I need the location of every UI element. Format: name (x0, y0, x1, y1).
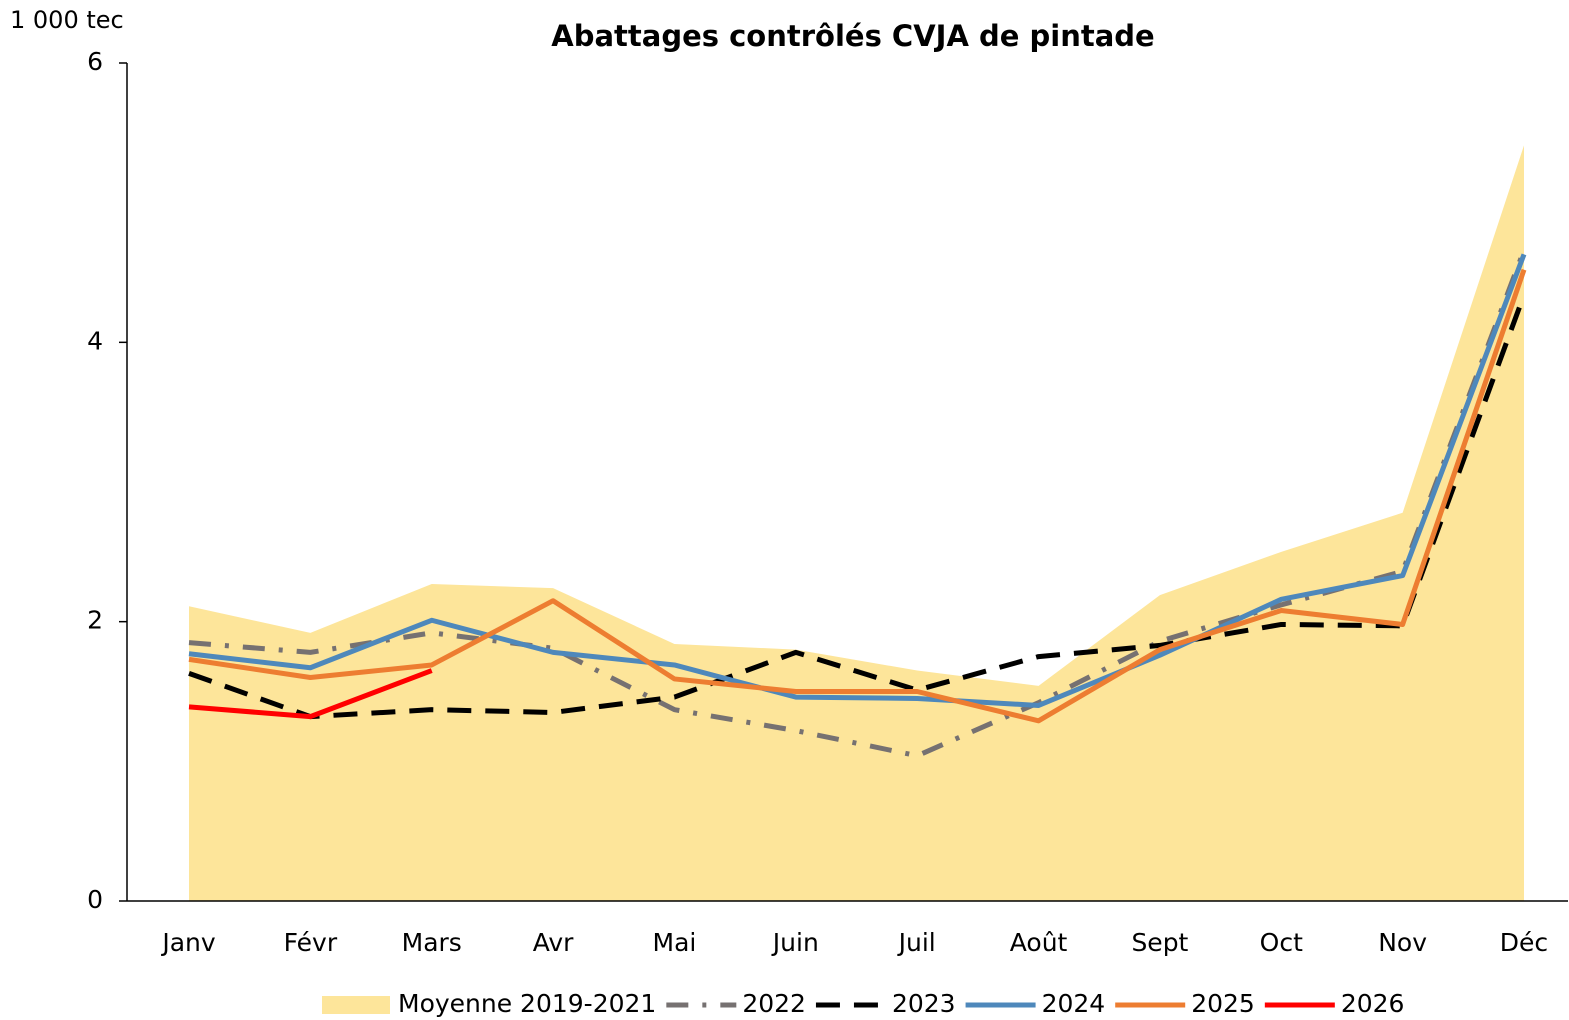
line (188, 253, 1527, 708)
x-tick-label: Août (1010, 928, 1068, 957)
legend-label: 2025 (1191, 989, 1255, 1018)
x-tick-label: Juin (771, 928, 819, 957)
legend-label: 2024 (1042, 989, 1106, 1018)
line (188, 249, 1527, 759)
y-tick-label: 2 (87, 606, 103, 635)
x-tick-label: Oct (1260, 928, 1303, 957)
x-tick-label: Mai (653, 928, 697, 957)
legend-swatch (322, 996, 390, 1014)
y-unit-label: 1 000 tec (10, 6, 124, 34)
x-tick-label: Févr (284, 928, 338, 957)
x-tick-label: Nov (1378, 928, 1427, 957)
line (188, 268, 1527, 724)
x-tick-label: Mars (402, 928, 462, 957)
line (188, 293, 1527, 720)
y-tick-label: 4 (87, 326, 103, 355)
legend-label: Moyenne 2019-2021 (398, 989, 656, 1018)
legend-label: 2022 (742, 989, 806, 1018)
chart-title: Abattages contrôlés CVJA de pintade (551, 19, 1154, 53)
x-tick-label: Janv (160, 928, 216, 957)
x-tick-label: Sept (1131, 928, 1188, 957)
y-tick-label: 0 (87, 885, 103, 914)
x-tick-label: Avr (533, 928, 574, 957)
x-tick-label: Déc (1500, 928, 1548, 957)
legend-label: 2026 (1341, 989, 1405, 1018)
legend-label: 2023 (892, 989, 956, 1018)
line (188, 668, 433, 720)
x-tick-label: Juil (897, 928, 936, 957)
y-tick-label: 6 (87, 47, 103, 76)
area (189, 145, 1524, 902)
